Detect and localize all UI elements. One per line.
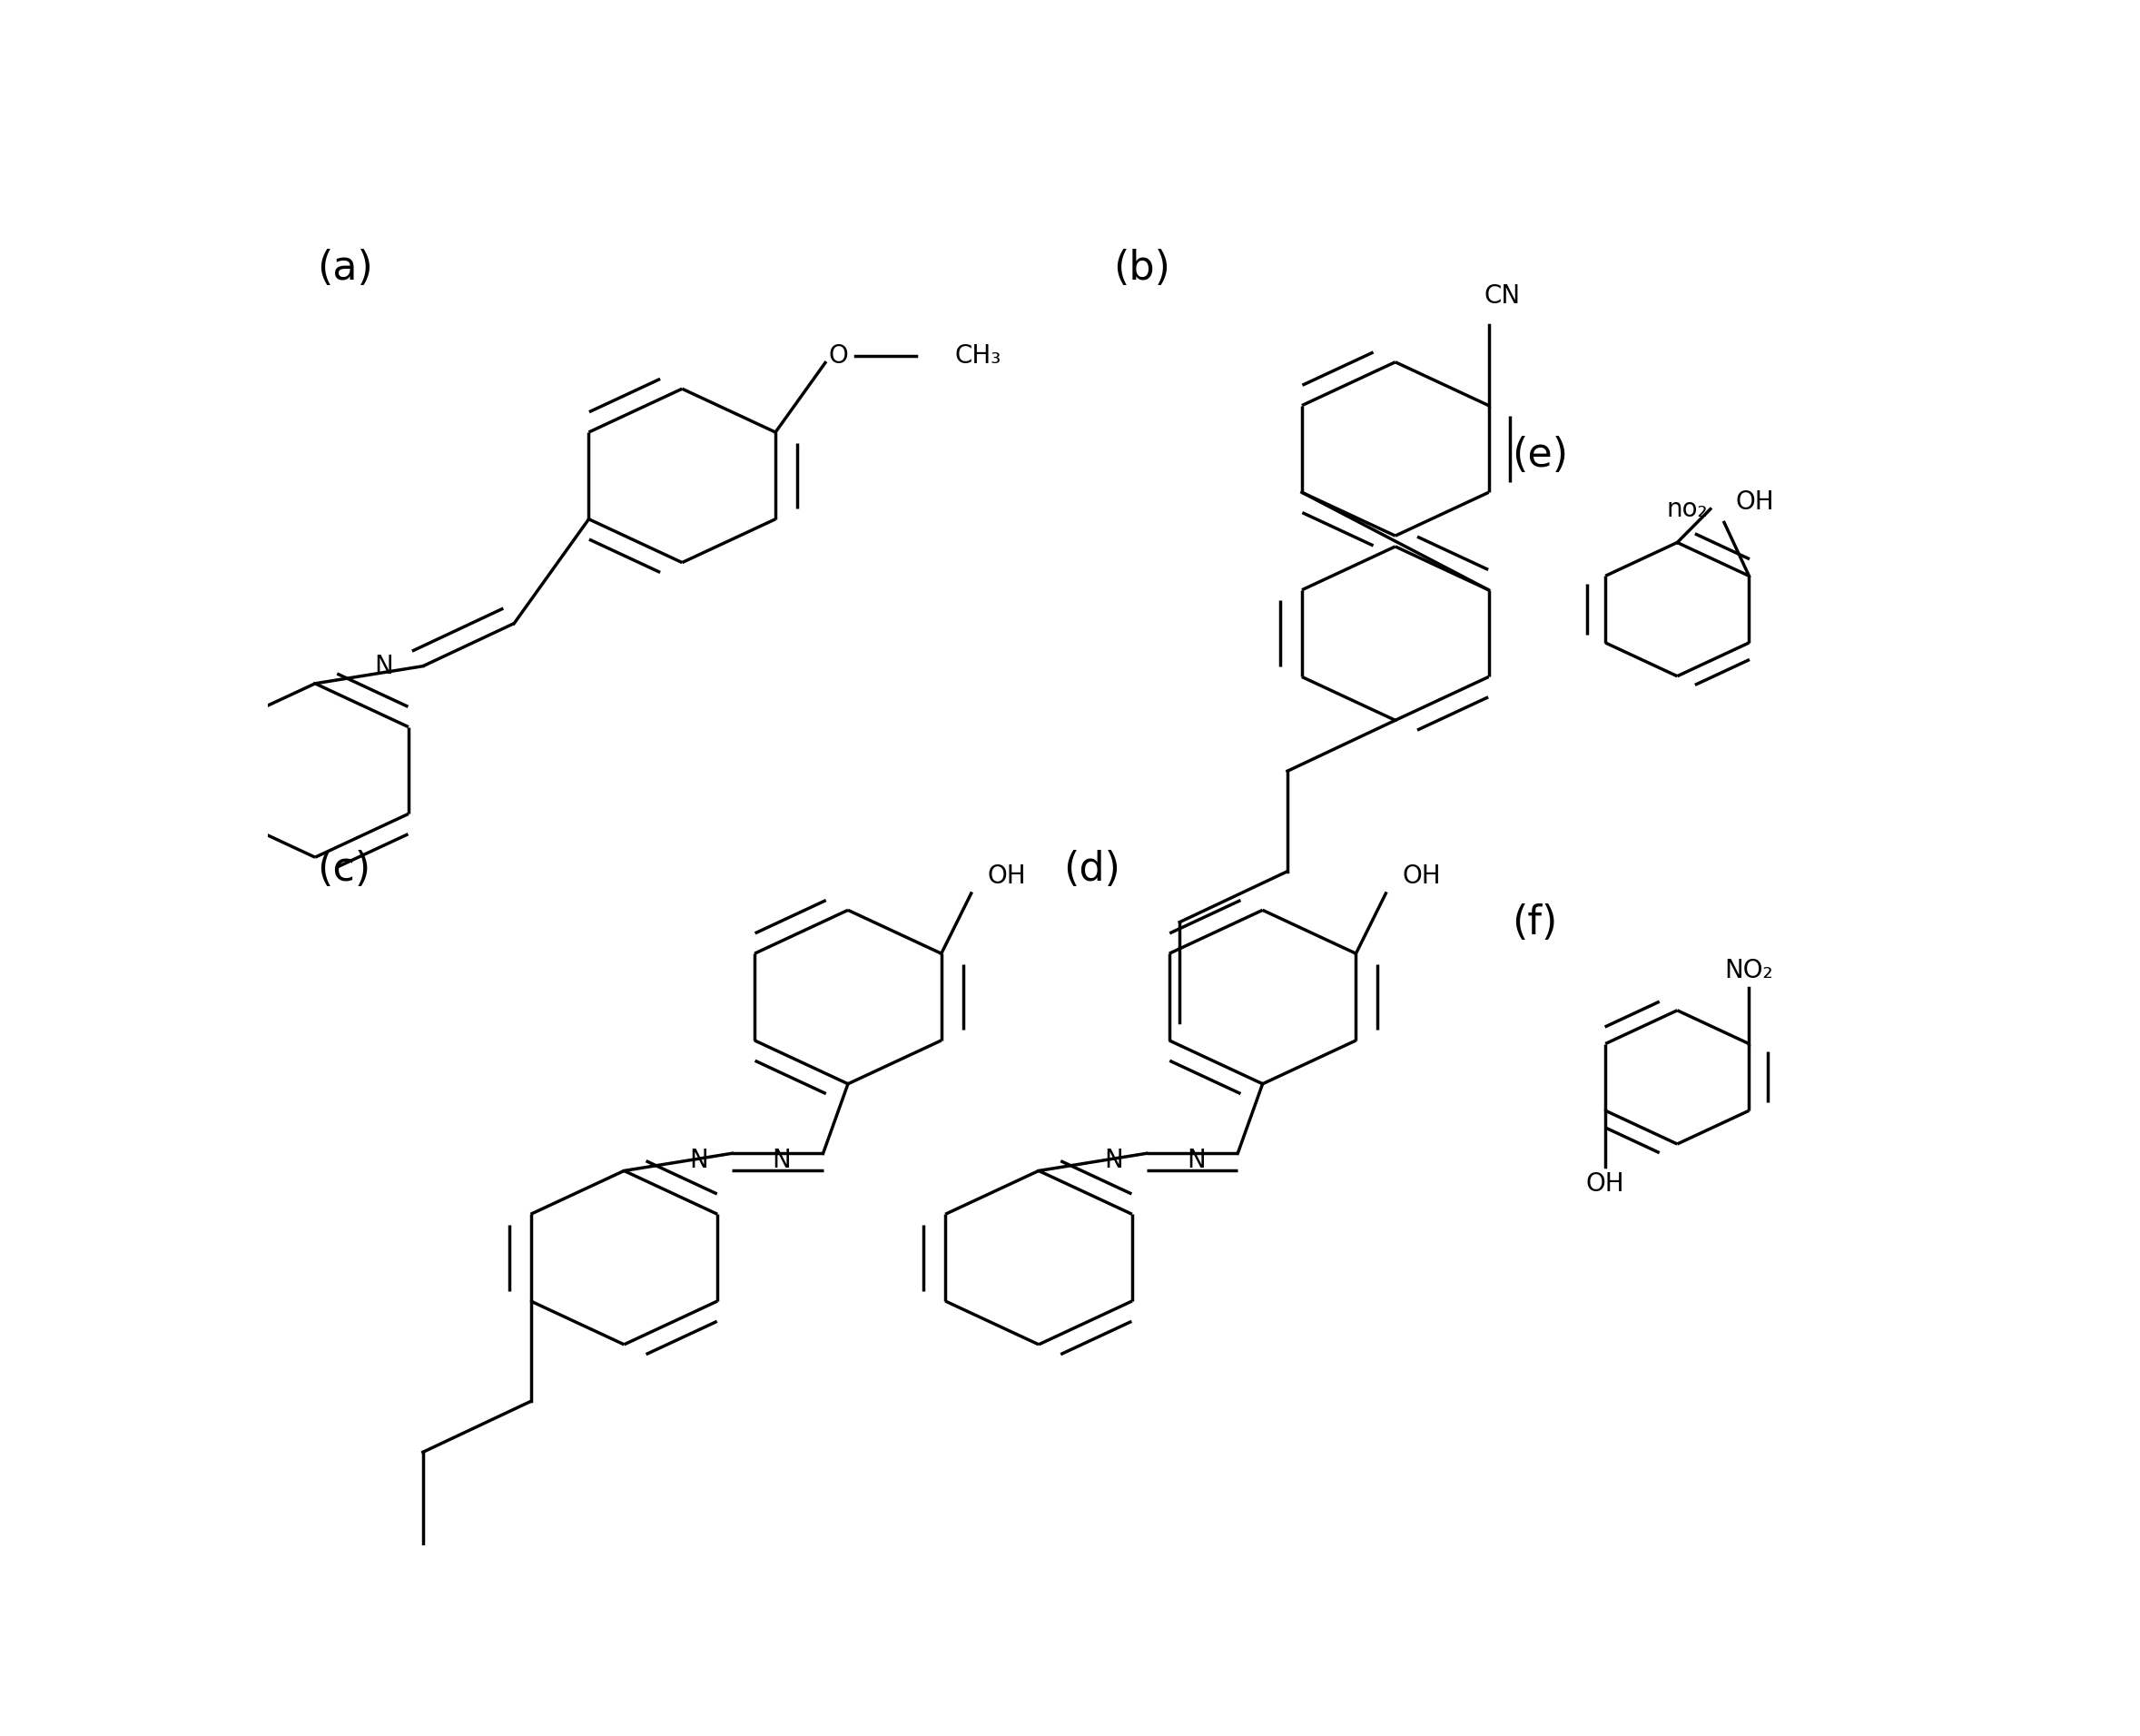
- Text: N: N: [773, 1147, 792, 1174]
- Text: N: N: [689, 1147, 708, 1174]
- Text: OH: OH: [989, 863, 1027, 889]
- Text: OH: OH: [1402, 863, 1440, 889]
- Text: OH: OH: [1586, 1172, 1624, 1196]
- Text: NO₂: NO₂: [1725, 958, 1774, 983]
- Text: (e): (e): [1511, 436, 1569, 474]
- Text: (a): (a): [317, 248, 372, 288]
- Text: (d): (d): [1064, 851, 1121, 889]
- Text: N: N: [1188, 1147, 1205, 1174]
- Text: O: O: [828, 344, 847, 368]
- Text: (f): (f): [1511, 903, 1558, 943]
- Text: CN: CN: [1483, 283, 1519, 309]
- Text: (c): (c): [317, 851, 370, 889]
- Text: CH₃: CH₃: [954, 344, 1002, 368]
- Text: no₂: no₂: [1667, 496, 1708, 523]
- Text: N: N: [1104, 1147, 1124, 1174]
- Text: (b): (b): [1113, 248, 1171, 288]
- Text: N: N: [374, 653, 394, 679]
- Text: OH: OH: [1736, 490, 1774, 516]
